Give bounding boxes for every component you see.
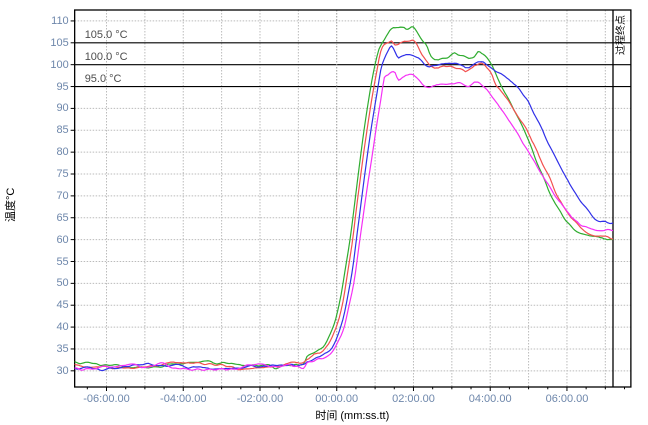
svg-text:过程终点: 过程终点 <box>614 15 627 55</box>
svg-text:温度°C: 温度°C <box>3 188 17 222</box>
